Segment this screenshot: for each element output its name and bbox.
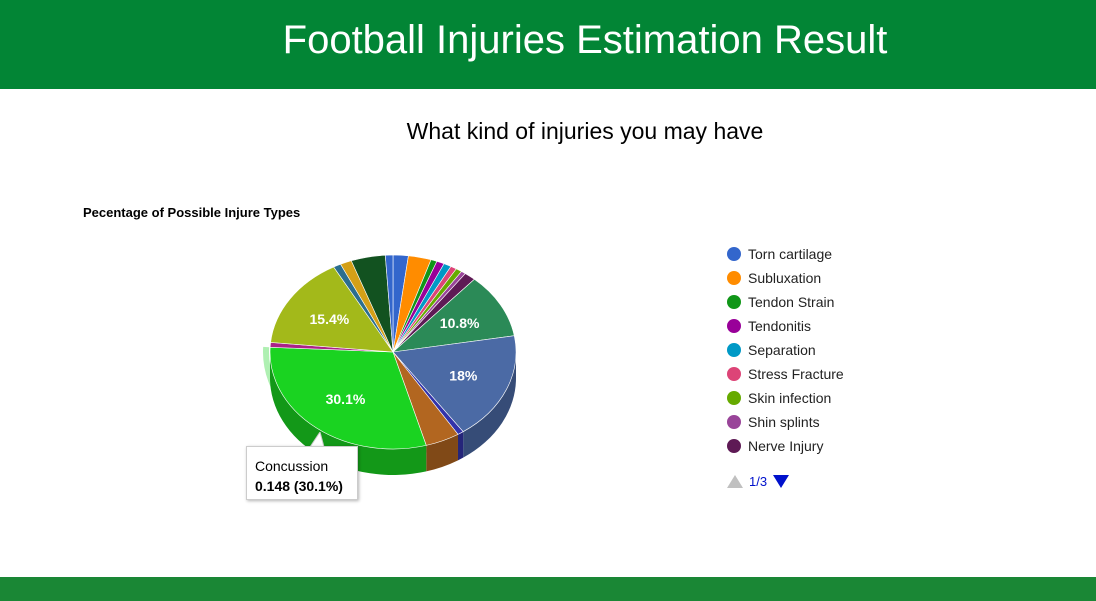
header-bar: Football Injuries Estimation Result: [0, 0, 1096, 89]
legend-page-indicator: 1/3: [749, 474, 768, 489]
page-subtitle: What kind of injuries you may have: [406, 118, 764, 144]
legend-label: Torn cartilage: [748, 246, 833, 262]
legend-label: Shin splints: [748, 414, 820, 430]
legend-item[interactable]: Torn cartilage: [727, 242, 844, 266]
pie-slice[interactable]: [270, 266, 394, 353]
legend-item[interactable]: Tendonitis: [727, 314, 844, 338]
legend-item[interactable]: Shin splints: [727, 410, 844, 434]
tooltip-name: Concussion: [255, 458, 329, 474]
pie-slice-label: 15.4%: [310, 311, 350, 327]
legend-swatch: [727, 247, 741, 261]
legend-label: Skin infection: [748, 390, 832, 406]
tooltip-value: 0.148 (30.1%): [255, 478, 343, 494]
pie-slice-side: [457, 431, 464, 461]
page-up-arrow-icon[interactable]: [727, 475, 743, 488]
chart-title: Pecentage of Possible Injure Types: [83, 205, 301, 220]
pie-slice-label: 30.1%: [326, 391, 366, 407]
legend-item[interactable]: Subluxation: [727, 266, 844, 290]
legend-label: Stress Fracture: [748, 366, 844, 382]
pie-slice[interactable]: [392, 335, 517, 433]
legend-pager: 1/3: [727, 474, 790, 489]
legend-item[interactable]: Stress Fracture: [727, 362, 844, 386]
legend-item[interactable]: Tendon Strain: [727, 290, 844, 314]
pie-chart[interactable]: 10.8% 18% 30.1% 15.4%: [240, 230, 540, 490]
legend-label: Tendonitis: [748, 318, 812, 334]
legend-item[interactable]: Nerve Injury: [727, 434, 844, 458]
page-down-arrow-icon[interactable]: [773, 475, 790, 488]
pie-slice[interactable]: [384, 254, 394, 353]
legend-swatch: [727, 391, 741, 405]
legend-swatch: [727, 319, 741, 333]
legend-swatch: [727, 439, 741, 453]
footer-bar: [0, 577, 1096, 601]
page-title: Football Injuries Estimation Result: [282, 18, 888, 62]
chart-tooltip: Concussion 0.148 (30.1%): [246, 446, 358, 500]
legend-swatch: [727, 367, 741, 381]
pie-slice-label: 18%: [449, 367, 478, 383]
legend-swatch: [727, 415, 741, 429]
pie-slice-concussion[interactable]: [269, 346, 427, 450]
legend-label: Nerve Injury: [748, 438, 824, 454]
chart-legend: Torn cartilage Subluxation Tendon Strain Te…: [727, 242, 844, 458]
legend-label: Separation: [748, 342, 816, 358]
pie-slice-side: [270, 352, 427, 475]
legend-item[interactable]: Skin infection: [727, 386, 844, 410]
legend-swatch: [727, 343, 741, 357]
legend-label: Subluxation: [748, 270, 822, 286]
legend-swatch: [727, 295, 741, 309]
legend-item[interactable]: Separation: [727, 338, 844, 362]
pie-slice-label: 10.8%: [440, 315, 480, 331]
pie-slice-side: [463, 352, 516, 458]
legend-swatch: [727, 271, 741, 285]
pie-slice[interactable]: [392, 278, 515, 353]
legend-label: Tendon Strain: [748, 294, 835, 310]
